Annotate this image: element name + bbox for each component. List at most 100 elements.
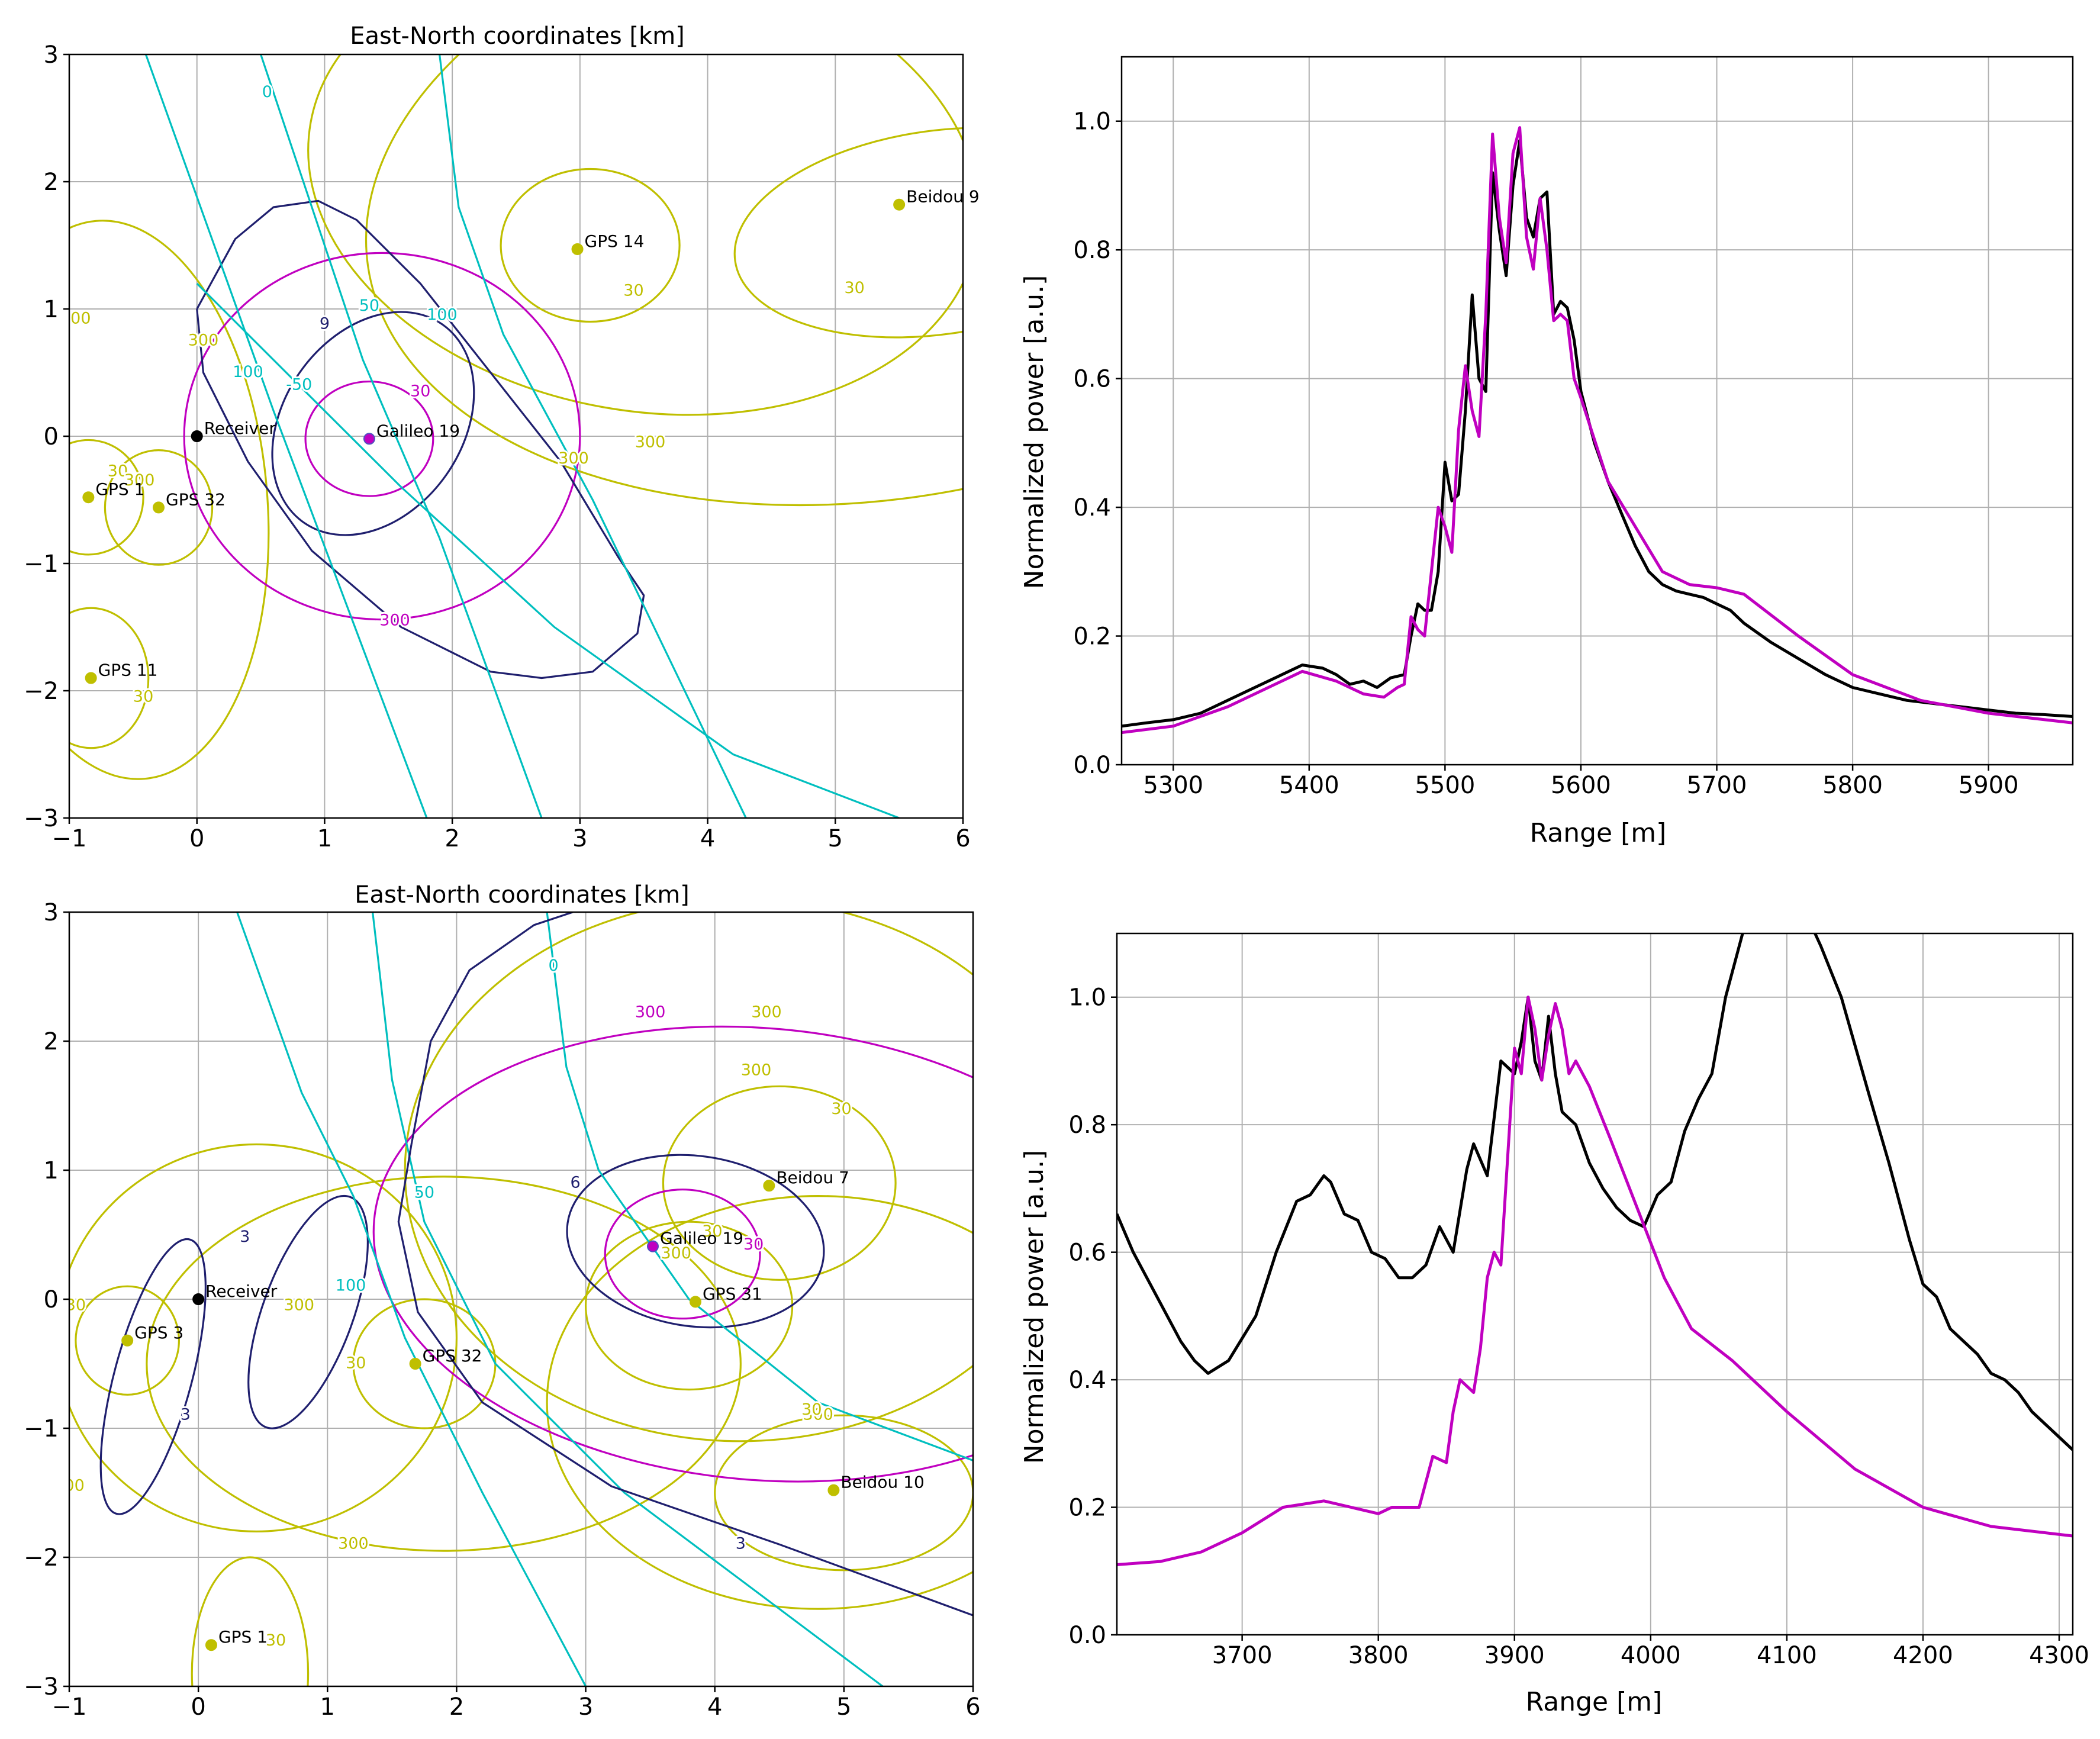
contour-label: 30 <box>702 1222 722 1241</box>
cyan-contour-line <box>439 54 747 818</box>
contour-label: 30 <box>743 1235 764 1254</box>
x-tick-label: 4 <box>707 1693 722 1721</box>
y-tick-label: 1.0 <box>1073 108 1111 136</box>
y-tick-label: 0.2 <box>1073 623 1111 650</box>
y-tick-label: 1 <box>44 296 59 323</box>
navy-contour-line <box>196 199 645 680</box>
power-bottom-ylabel: Normalized power [a.u.] <box>1019 1150 1049 1464</box>
x-tick-label: 1 <box>320 1693 335 1721</box>
map-bottom-panel: East-North coordinates [km] 300 300300300… <box>24 881 981 1721</box>
contour-label: 300 <box>661 1244 691 1263</box>
satellite-label: Beidou 7 <box>776 1168 849 1187</box>
contour-label: 3 <box>181 1406 191 1424</box>
y-tick-label: 0.4 <box>1073 494 1111 521</box>
contour-label: 100 <box>336 1277 366 1295</box>
cyan-contour-line <box>546 912 973 1461</box>
contour-label: 30 <box>801 1400 822 1419</box>
x-tick-label: 4 <box>700 825 715 852</box>
navy-contour-line <box>410 912 574 1145</box>
satellite-marker <box>205 1639 217 1651</box>
x-tick-label: 5300 <box>1143 772 1203 799</box>
y-tick-label: 1 <box>44 1157 59 1184</box>
navy-contour-ellipse <box>271 311 475 536</box>
satellite-label: Beidou 9 <box>906 187 980 207</box>
contour-label: 30 <box>831 1100 851 1118</box>
y-tick-label: 0 <box>44 1286 59 1313</box>
power_top-grid <box>1122 57 2073 765</box>
measured-power-series <box>1117 933 2073 1451</box>
x-tick-label: 3800 <box>1348 1642 1409 1669</box>
x-tick-label: 5800 <box>1822 772 1883 799</box>
contour-label: -50 <box>286 376 312 394</box>
y-tick-label: 3 <box>44 41 59 69</box>
satellite-marker <box>363 433 375 445</box>
x-tick-label: 3 <box>572 825 587 852</box>
satellite-marker <box>763 1180 775 1192</box>
satellite-marker <box>82 491 95 504</box>
x-tick-label: 2 <box>445 825 459 852</box>
satellite-label: GPS 31 <box>703 1284 762 1303</box>
satellite-label: GPS 14 <box>585 231 645 251</box>
navy-contour-ellipse <box>566 1154 825 1329</box>
x-tick-label: 5 <box>836 1693 851 1721</box>
cyan-contour-line <box>372 912 884 1686</box>
yellow-contour-ellipse <box>191 1556 310 1686</box>
satellite-marker <box>191 430 203 442</box>
yellow-contour-ellipse <box>662 1085 897 1281</box>
contour-label: 300 <box>284 1296 315 1314</box>
yellow-contour-ellipse <box>733 127 963 339</box>
x-tick-label: 5700 <box>1687 772 1747 799</box>
y-tick-label: 0.8 <box>1068 1112 1106 1139</box>
satellite-label: GPS 32 <box>423 1346 482 1366</box>
satellite-label: Receiver <box>204 418 276 438</box>
contour-label: 300 <box>635 1003 666 1022</box>
map-bottom-title: East-North coordinates [km] <box>355 881 690 909</box>
contour-label: 300 <box>741 1061 772 1080</box>
contour-label: 300 <box>558 449 589 468</box>
navy-contour-line <box>397 1144 973 1616</box>
satellite-marker <box>689 1296 701 1308</box>
x-tick-label: 5600 <box>1551 772 1611 799</box>
contour-label: 3 <box>736 1535 746 1553</box>
satellite-marker <box>409 1358 421 1370</box>
contour-label: 0 <box>548 957 558 975</box>
map-top-title: East-North coordinates [km] <box>350 22 685 50</box>
satellite-marker <box>893 198 906 211</box>
contour-label: 100 <box>233 363 263 381</box>
power-bottom-panel: Range [m] Normalized power [a.u.] 3700 38… <box>1019 932 2089 1717</box>
yellow-contour-ellipse <box>69 1143 458 1532</box>
magenta-contour-ellipse <box>304 380 434 497</box>
x-tick-label: 4300 <box>2029 1642 2089 1669</box>
contour-label: 300 <box>54 1477 85 1495</box>
x-tick-label: 3 <box>578 1693 593 1721</box>
x-tick-label: 0 <box>191 1693 205 1721</box>
yellow-contour-ellipse <box>104 449 214 566</box>
power-bottom-xlabel: Range [m] <box>1526 1687 1663 1717</box>
contour-label: 30 <box>844 279 864 297</box>
satellite-marker <box>153 501 165 514</box>
y-tick-label: 0.0 <box>1068 1622 1106 1649</box>
x-tick-label: 0 <box>189 825 204 852</box>
yellow-contour-ellipse <box>500 168 681 323</box>
contour-label: 50 <box>359 297 379 315</box>
x-tick-label: 4200 <box>1893 1642 1953 1669</box>
y-tick-label: 0.2 <box>1068 1495 1106 1522</box>
contour-label: 300 <box>188 331 219 349</box>
contour-label: 30 <box>623 281 643 300</box>
yellow-contour-ellipse <box>146 1176 742 1552</box>
satellite-marker <box>827 1484 840 1496</box>
x-tick-label: 5400 <box>1279 772 1339 799</box>
y-tick-label: 0.8 <box>1073 237 1111 264</box>
contour-label: 300 <box>124 471 155 490</box>
y-tick-label: 0.6 <box>1073 366 1111 393</box>
x-tick-label: 3700 <box>1212 1642 1273 1669</box>
cyan-contour-line <box>144 54 428 818</box>
satellite-label: GPS 1 <box>95 479 144 499</box>
contour-label: 30 <box>346 1354 366 1373</box>
x-tick-label: 5500 <box>1415 772 1475 799</box>
contour-label: 6 <box>571 1173 581 1191</box>
y-tick-label: 3 <box>44 899 59 926</box>
satellite-label: Galileo 19 <box>660 1229 743 1248</box>
satellite-marker <box>647 1240 659 1252</box>
